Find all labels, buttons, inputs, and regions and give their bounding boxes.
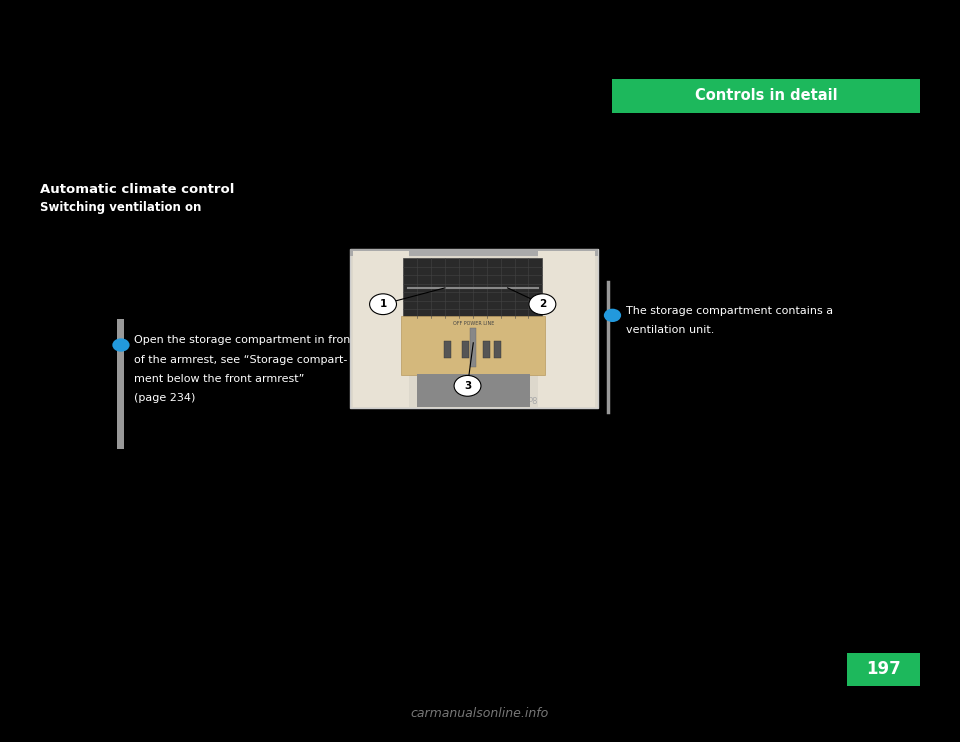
Text: P83.00-2094-31: P83.00-2094-31 — [527, 397, 593, 406]
Text: Controls in detail: Controls in detail — [695, 88, 837, 103]
Bar — [612, 79, 920, 113]
Bar — [117, 319, 124, 449]
Bar — [847, 653, 920, 686]
Circle shape — [112, 338, 130, 352]
Text: 2: 2 — [539, 299, 546, 309]
Text: (page 234): (page 234) — [134, 393, 196, 403]
Text: 1: 1 — [379, 299, 387, 309]
Text: of the armrest, see “Storage compart-: of the armrest, see “Storage compart- — [134, 355, 348, 364]
Text: carmanualsonline.info: carmanualsonline.info — [411, 707, 549, 720]
Bar — [470, 328, 476, 367]
Bar — [417, 374, 530, 407]
Text: ventilation unit.: ventilation unit. — [626, 325, 714, 335]
Bar — [403, 258, 542, 318]
Text: 3: 3 — [464, 381, 471, 391]
Text: OFF POWER LINE: OFF POWER LINE — [452, 321, 494, 326]
Bar — [538, 251, 595, 407]
Bar — [350, 249, 598, 408]
Bar — [494, 341, 501, 358]
Bar — [350, 249, 598, 256]
Circle shape — [370, 294, 396, 315]
Bar — [444, 341, 451, 358]
Bar — [353, 251, 409, 407]
Text: Automatic climate control: Automatic climate control — [40, 183, 234, 196]
Text: Open the storage compartment in front: Open the storage compartment in front — [134, 335, 355, 345]
Text: ment below the front armrest”: ment below the front armrest” — [134, 374, 304, 384]
Text: 197: 197 — [866, 660, 900, 678]
Circle shape — [529, 294, 556, 315]
Bar — [401, 316, 545, 375]
Circle shape — [604, 309, 621, 322]
Text: Switching ventilation on: Switching ventilation on — [40, 201, 202, 214]
Circle shape — [454, 375, 481, 396]
Bar — [462, 341, 468, 358]
Text: The storage compartment contains a: The storage compartment contains a — [626, 306, 833, 315]
Bar — [483, 341, 490, 358]
